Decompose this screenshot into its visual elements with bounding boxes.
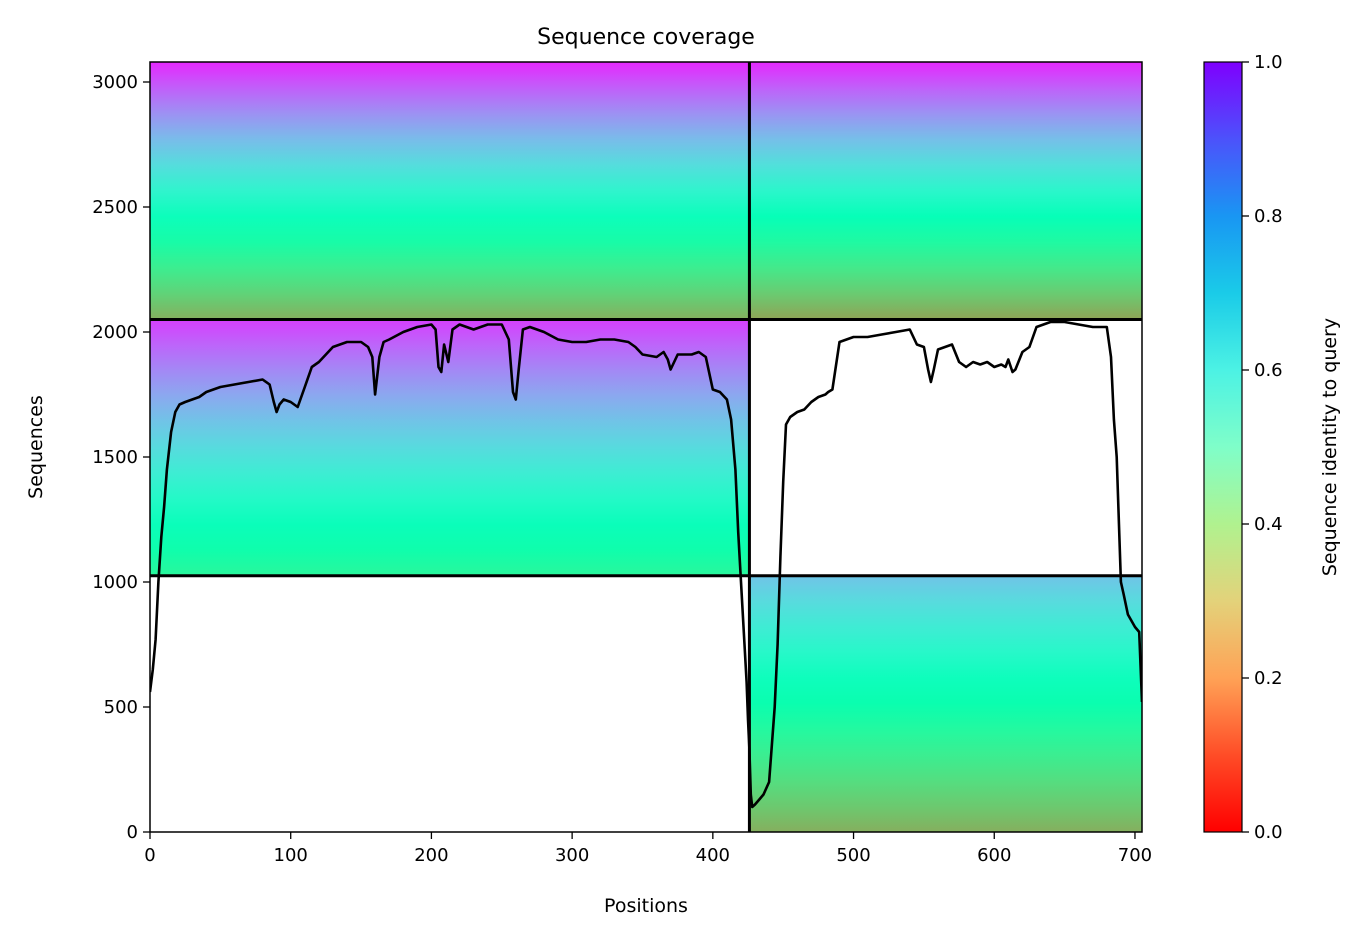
x-tick-label: 500 [836, 845, 870, 866]
coverage-layer [150, 320, 1142, 809]
x-axis-label: Positions [604, 895, 688, 917]
heatmap-block-chain2-chain2 [749, 575, 1142, 832]
heatmap-block-chain1-chain1 [150, 319, 750, 576]
colorbar-tick-label: 0.8 [1254, 206, 1283, 227]
colorbar-tick-label: 1.0 [1254, 52, 1283, 73]
y-tick-label: 2000 [92, 322, 138, 343]
heatmap-block-chain1-pair [150, 62, 750, 320]
plot-frame [149, 61, 1143, 833]
x-tick-label: 300 [555, 845, 589, 866]
x-axis: 0 100 200 300 400 500 600 700 [144, 832, 1152, 866]
heatmap-block-chain2-pair [749, 62, 1142, 320]
x-tick-label: 400 [696, 845, 730, 866]
x-tick-label: 700 [1118, 845, 1152, 866]
y-axis-label: Sequences [25, 395, 47, 499]
heatmap-blocks [150, 62, 1142, 832]
chart-title: Sequence coverage [537, 25, 755, 50]
x-tick-label: 0 [144, 845, 155, 866]
colorbar-ticks: 0.0 0.2 0.4 0.6 0.8 1.0 [1242, 52, 1283, 843]
y-tick-label: 2500 [92, 197, 138, 218]
colorbar-tick-label: 0.0 [1254, 822, 1283, 843]
colorbar-tick-label: 0.6 [1254, 360, 1283, 381]
x-tick-label: 100 [274, 845, 308, 866]
y-tick-label: 1500 [92, 447, 138, 468]
y-tick-label: 1000 [92, 572, 138, 593]
y-tick-label: 3000 [92, 72, 138, 93]
y-axis: 0 500 1000 1500 2000 2500 3000 [92, 72, 150, 843]
colorbar [1203, 61, 1243, 833]
y-tick-label: 500 [104, 697, 138, 718]
x-tick-label: 200 [414, 845, 448, 866]
x-tick-label: 600 [977, 845, 1011, 866]
colorbar-tick-label: 0.2 [1254, 668, 1283, 689]
colorbar-tick-label: 0.4 [1254, 514, 1283, 535]
y-tick-label: 0 [127, 822, 138, 843]
coverage-line [150, 320, 1142, 809]
segment-boundary-lines [150, 62, 1142, 832]
colorbar-label: Sequence identity to query [1319, 318, 1341, 576]
